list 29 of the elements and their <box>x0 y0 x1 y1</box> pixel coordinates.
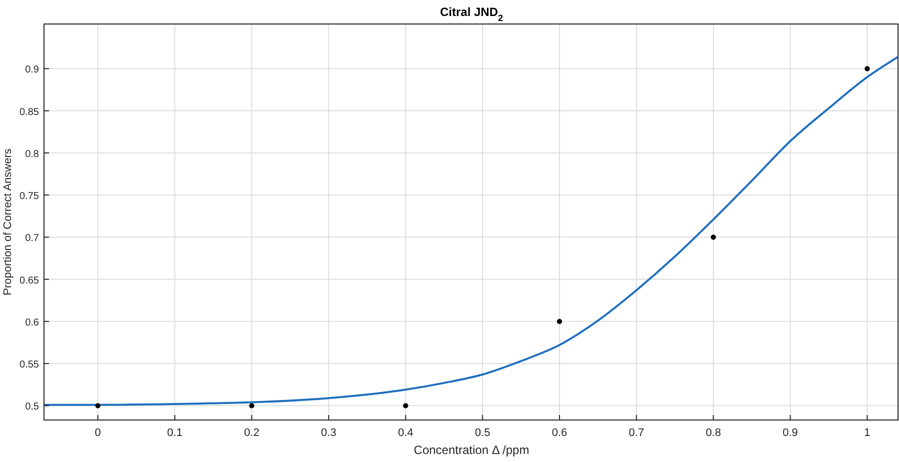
chart-title: Citral JND$_{2}$ <box>440 5 504 23</box>
x-tick-label: 0.6 <box>552 427 568 439</box>
y-tick-label: 0.85 <box>20 106 40 118</box>
x-tick-label: 0 <box>94 427 101 439</box>
x-tick-label: 0.9 <box>782 427 798 439</box>
point <box>95 403 100 408</box>
x-tick-label: 0.2 <box>244 427 260 439</box>
x-axis-title: Concentration Δ /ppm <box>414 443 530 457</box>
y-tick-label: 0.5 <box>25 402 40 413</box>
y-tick-label: 0.65 <box>20 275 40 286</box>
y-tick-label: 0.75 <box>20 191 40 202</box>
y-tick-label: 0.8 <box>25 148 40 160</box>
y-tick-label: 0.7 <box>25 233 40 244</box>
x-tick-label: 1 <box>864 427 870 439</box>
point <box>403 403 408 408</box>
point <box>864 66 870 72</box>
x-tick-label: 0.5 <box>474 427 490 439</box>
y-tick-label: 0.55 <box>20 360 40 371</box>
y-tick-label: 0.9 <box>25 64 40 76</box>
y-axis-title: Proportion of Correct Answers <box>2 148 14 296</box>
point <box>710 234 716 240</box>
point <box>249 403 254 408</box>
x-tick-label: 0.8 <box>706 427 721 439</box>
x-tick-label: 0.7 <box>628 427 644 439</box>
x-tick-label: 0.3 <box>321 427 336 439</box>
x-tick-label: 0.1 <box>167 427 182 439</box>
y-tick-label: 0.6 <box>25 317 40 328</box>
point <box>556 318 562 324</box>
x-tick-label: 0.4 <box>398 427 414 439</box>
